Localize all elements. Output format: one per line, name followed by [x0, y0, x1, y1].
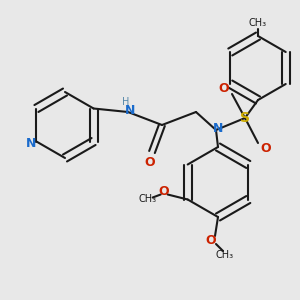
- Text: S: S: [240, 111, 250, 125]
- Text: H: H: [122, 97, 130, 107]
- Text: O: O: [158, 185, 169, 198]
- Text: N: N: [26, 137, 37, 150]
- Text: N: N: [213, 122, 223, 134]
- Text: CH₃: CH₃: [139, 194, 157, 205]
- Text: O: O: [145, 155, 155, 169]
- Text: N: N: [125, 103, 135, 116]
- Text: O: O: [206, 235, 216, 248]
- Text: O: O: [219, 82, 229, 95]
- Text: CH₃: CH₃: [249, 18, 267, 28]
- Text: CH₃: CH₃: [216, 250, 234, 260]
- Text: O: O: [261, 142, 271, 154]
